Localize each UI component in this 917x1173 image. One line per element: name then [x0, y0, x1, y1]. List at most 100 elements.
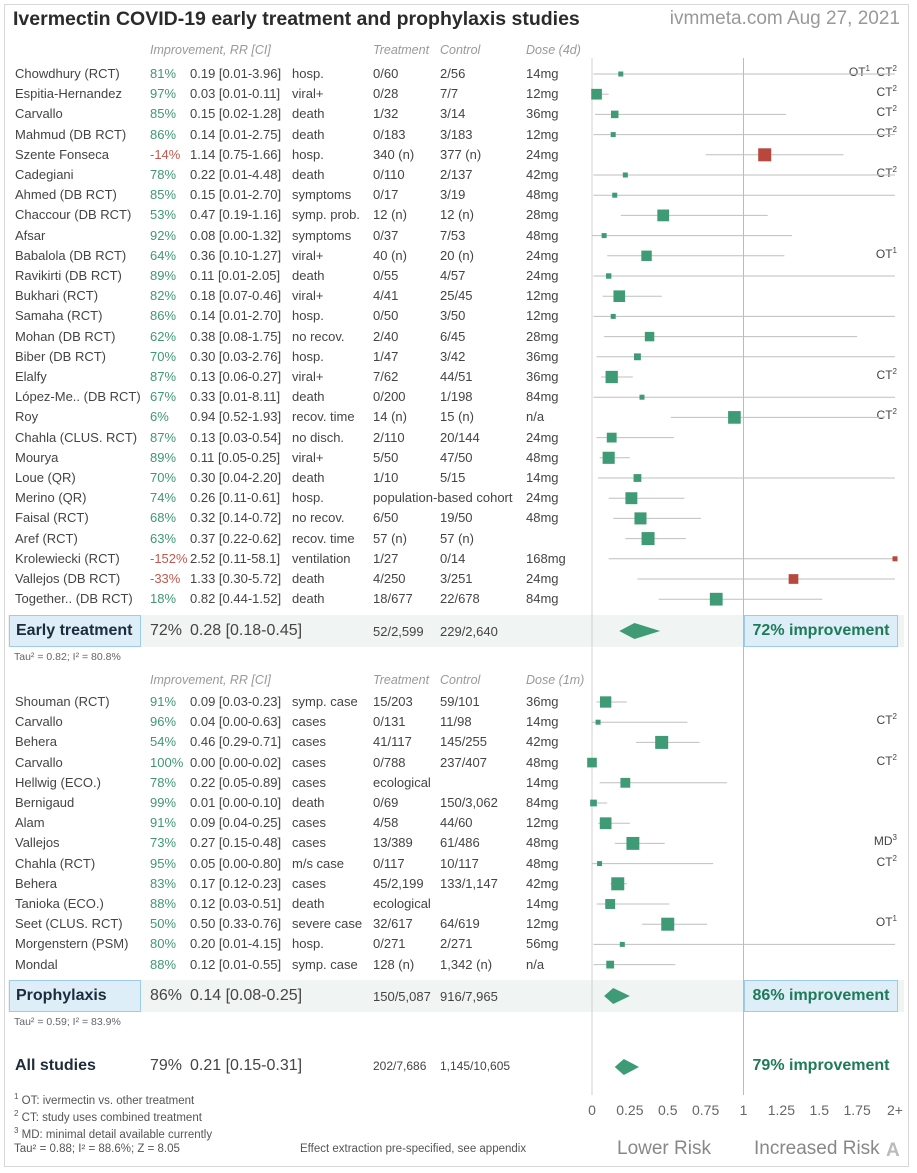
proph-study-name: Tanioka (ECO.)	[15, 896, 104, 911]
early-study-outcome: hosp.	[292, 66, 324, 81]
early-study-outcome: symptoms	[292, 227, 352, 243]
early-study-outcome: viral+	[292, 369, 324, 384]
early-study-improvement: 82%	[150, 288, 177, 304]
proph-study-improvement: 83%	[150, 875, 177, 891]
proph-study-rr: 0.04 [0.00-0.63]	[190, 714, 282, 730]
proph-study-rr: 0.12 [0.01-0.55]	[190, 956, 282, 972]
all-studies-improvement: 79%	[150, 1057, 183, 1074]
proph-study-rr: 0.17 [0.12-0.23]	[190, 875, 282, 891]
early-study-treatment: 14 (n)	[373, 409, 407, 425]
early-study-improvement: 89%	[150, 268, 177, 283]
early-study-treatment: 0/55	[373, 268, 399, 283]
early-study-outcome: viral+	[292, 247, 324, 263]
proph-study-outcome: hosp.	[292, 936, 324, 952]
early-study-rr: 0.14 [0.01-2.75]	[190, 126, 282, 142]
proph-summary-label: Prophylaxis	[9, 980, 141, 1012]
proph-study-outcome: m/s case	[292, 855, 345, 871]
early-study-dose: 24mg	[526, 571, 559, 586]
early-study-name: Mahmud (DB RCT)	[15, 126, 127, 142]
early-study-rr: 0.22 [0.01-4.48]	[190, 167, 282, 182]
early-study-dose: 12mg	[526, 308, 559, 324]
early-study-improvement: 85%	[150, 187, 177, 203]
early-study-treatment: 0/28	[373, 86, 399, 102]
early-study-treatment: 0/37	[373, 227, 399, 243]
proph-study-rr: 0.00 [0.00-0.02]	[190, 754, 282, 770]
early-study-control: 57 (n)	[440, 530, 474, 546]
footnote-extraction: Effect extraction pre-specified, see app…	[300, 1143, 527, 1155]
early-note: CT2	[876, 165, 897, 180]
proph-summary-improvement: 86%	[150, 987, 183, 1004]
early-study-name: Elalfy	[15, 369, 47, 384]
early-study-treatment: 1/32	[373, 106, 399, 122]
early-study-dose: 14mg	[526, 470, 559, 485]
early-study-dose: 168mg	[526, 550, 566, 566]
early-study-name: Krolewiecki (RCT)	[15, 550, 120, 566]
proph-study-improvement: 88%	[150, 956, 177, 972]
proph-study-control: 61/486	[440, 835, 480, 851]
proph-study-name: Behera	[15, 734, 57, 750]
lower-risk-label: Lower Risk	[617, 1138, 711, 1159]
early-study-name: López-Me.. (DB RCT)	[15, 389, 141, 405]
early-study-control: 20 (n)	[440, 247, 474, 263]
early-study-name: Ahmed (DB RCT)	[15, 187, 117, 203]
early-study-control: 2/137	[440, 167, 473, 182]
early-study-control: 5/15	[440, 470, 466, 485]
early-study-treatment: 1/47	[373, 348, 399, 364]
early-study-rr: 0.30 [0.04-2.20]	[190, 470, 282, 485]
proph-study-improvement: 88%	[150, 896, 177, 911]
proph-study-dose: 14mg	[526, 896, 559, 911]
proph-study-rr: 0.12 [0.03-0.51]	[190, 896, 282, 911]
early-study-outcome: viral+	[292, 86, 324, 102]
early-note: CT2	[876, 64, 897, 79]
early-study-rr: 0.30 [0.03-2.76]	[190, 348, 282, 364]
early-study-dose: 28mg	[526, 328, 559, 344]
early-study-rr: 1.14 [0.75-1.66]	[190, 146, 282, 162]
proph-study-rr: 0.46 [0.29-0.71]	[190, 734, 282, 750]
early-study-dose: 12mg	[526, 126, 559, 142]
early-study-improvement: 81%	[150, 66, 177, 81]
all-studies-label: All studies	[15, 1057, 96, 1074]
early-study-treatment: 18/677	[373, 591, 413, 607]
early-study-outcome: no recov.	[292, 328, 345, 344]
early-study-improvement: 70%	[150, 470, 177, 485]
early-study-outcome: death	[292, 389, 325, 405]
proph-study-treatment: 0/788	[373, 754, 406, 770]
early-study-improvement: 70%	[150, 348, 177, 364]
proph-study-name: Carvallo	[15, 754, 63, 770]
proph-study-name: Shouman (RCT)	[15, 694, 110, 709]
early-study-treatment: 2/40	[373, 328, 399, 344]
early-study-improvement: 87%	[150, 429, 177, 445]
early-study-treatment: 0/110	[373, 167, 405, 182]
proph-note: CT2	[876, 752, 897, 768]
early-study-improvement: -152%	[150, 550, 188, 566]
all-studies-rr: 0.21 [0.15-0.31]	[190, 1057, 303, 1074]
early-study-treatment: 4/41	[373, 288, 399, 304]
proph-study-name: Chahla (RCT)	[15, 855, 96, 871]
proph-study-name: Mondal	[15, 956, 58, 972]
proph-study-dose: 14mg	[526, 774, 559, 790]
proph-study-outcome: death	[292, 896, 325, 911]
early-study-rr: 0.82 [0.44-1.52]	[190, 591, 282, 607]
early-study-control: 47/50	[440, 449, 473, 465]
header-improvement-proph: Improvement, RR [CI]	[150, 673, 271, 687]
early-study-name: Roy	[15, 409, 39, 425]
proph-study-name: Vallejos	[15, 835, 60, 851]
early-study-dose: 84mg	[526, 591, 559, 607]
early-study-improvement: 68%	[150, 510, 177, 526]
early-study-improvement: 92%	[150, 227, 177, 243]
early-study-dose: 48mg	[526, 510, 559, 526]
proph-study-control: 10/117	[440, 855, 479, 871]
early-study-rr: 0.13 [0.03-0.54]	[190, 429, 282, 445]
footnote-tau-all: Tau² = 0.88; I² = 88.6%; Z = 8.05	[14, 1143, 180, 1155]
early-study-dose: 48mg	[526, 187, 559, 203]
proph-study-improvement: 78%	[150, 774, 177, 790]
early-summary-control: 229/2,640	[440, 624, 498, 639]
early-summary-rr: 0.28 [0.18-0.45]	[190, 622, 303, 639]
proph-study-rr: 0.09 [0.03-0.23]	[190, 694, 282, 709]
early-study-rr: 0.15 [0.01-2.70]	[190, 187, 282, 203]
early-study-control: 0/14	[440, 550, 466, 566]
early-study-treatment: 40 (n)	[373, 247, 407, 263]
proph-study-control: 59/101	[440, 694, 480, 709]
proph-study-control: 1,342 (n)	[440, 956, 493, 972]
early-study-control: 6/45	[440, 328, 466, 344]
